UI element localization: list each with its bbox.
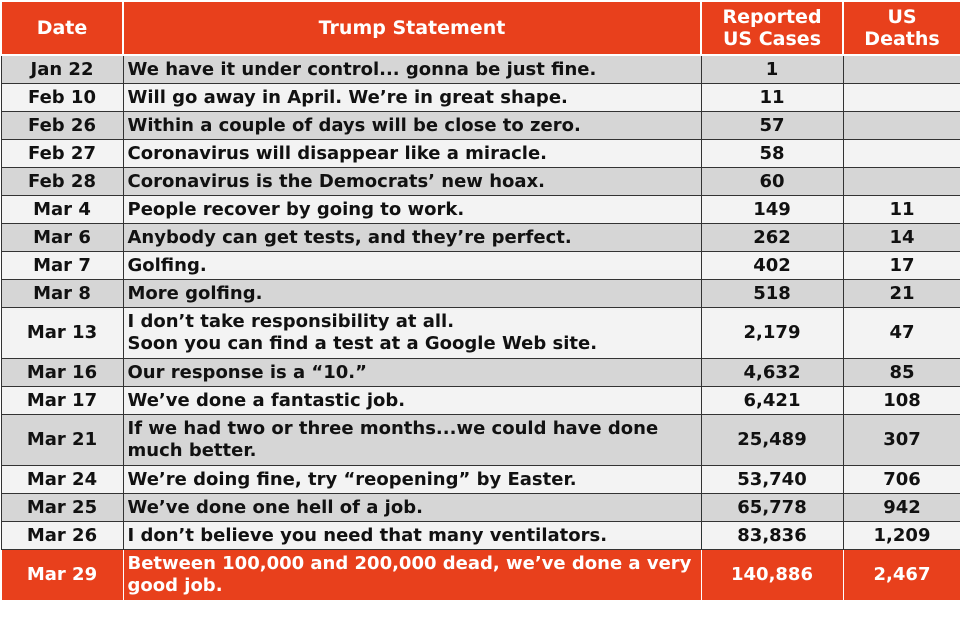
cases-cell: 11 — [700, 83, 844, 112]
table-row: Jan 22 We have it under control... gonna… — [0, 54, 960, 84]
table-row: Mar 4 People recover by going to work. 1… — [0, 195, 960, 224]
date-cell: Feb 10 — [0, 83, 124, 112]
statement-cell: Will go away in April. We’re in great sh… — [122, 83, 702, 112]
statement-cell: Within a couple of days will be close to… — [122, 111, 702, 140]
statement-line: Soon you can find a test at a Google Web… — [127, 333, 598, 354]
date-cell: Mar 25 — [0, 493, 124, 522]
statement-cell: I don’t take responsibility at all. Soon … — [122, 307, 702, 359]
cases-cell: 25,489 — [700, 414, 844, 466]
statement-line: I don’t take responsibility at all. — [127, 311, 455, 332]
date-header: Date — [0, 0, 124, 56]
cases-cell: 6,421 — [700, 386, 844, 415]
date-cell: Mar 26 — [0, 521, 124, 550]
date-cell: Mar 8 — [0, 279, 124, 308]
table-row: Mar 16 Our response is a “10.” 4,632 85 — [0, 358, 960, 387]
table-row: Mar 26 I don’t believe you need that man… — [0, 521, 960, 550]
deaths-cell — [842, 83, 960, 112]
statement-cell: We’ve done one hell of a job. — [122, 493, 702, 522]
deaths-cell: 47 — [842, 307, 960, 359]
cases-cell: 57 — [700, 111, 844, 140]
cases-cell: 2,179 — [700, 307, 844, 359]
table-row: Mar 24 We’re doing fine, try “reopening”… — [0, 465, 960, 494]
deaths-cell: 17 — [842, 251, 960, 280]
statement-cell: Coronavirus is the Democrats’ new hoax. — [122, 167, 702, 196]
cases-cell: 1 — [700, 54, 844, 84]
statement-cell: If we had two or three months...we could… — [122, 414, 702, 466]
cases-cell: 83,836 — [700, 521, 844, 550]
statement-cell: More golfing. — [122, 279, 702, 308]
deaths-cell: 85 — [842, 358, 960, 387]
deaths-cell: 706 — [842, 465, 960, 494]
cases-cell: 58 — [700, 139, 844, 168]
cases-cell: 53,740 — [700, 465, 844, 494]
cases-cell: 402 — [700, 251, 844, 280]
deaths-cell — [842, 167, 960, 196]
date-cell: Mar 7 — [0, 251, 124, 280]
cases-cell: 60 — [700, 167, 844, 196]
deaths-cell — [842, 111, 960, 140]
deaths-cell — [842, 54, 960, 84]
table-row: Feb 27 Coronavirus will disappear like a… — [0, 139, 960, 168]
table-row: Mar 25 We’ve done one hell of a job. 65,… — [0, 493, 960, 522]
statements-table: Date Trump Statement Reported US Cases US… — [0, 0, 960, 601]
date-cell: Mar 4 — [0, 195, 124, 224]
deaths-cell: 2,467 — [842, 549, 960, 601]
table-row: Mar 8 More golfing. 518 21 — [0, 279, 960, 308]
deaths-cell: 108 — [842, 386, 960, 415]
date-cell: Feb 27 — [0, 139, 124, 168]
date-cell: Mar 24 — [0, 465, 124, 494]
table-row: Feb 10 Will go away in April. We’re in g… — [0, 83, 960, 112]
table-row: Feb 26 Within a couple of days will be c… — [0, 111, 960, 140]
statement-cell: We have it under control... gonna be jus… — [122, 54, 702, 84]
table-row: Feb 28 Coronavirus is the Democrats’ new… — [0, 167, 960, 196]
date-cell: Feb 26 — [0, 111, 124, 140]
date-cell: Mar 21 — [0, 414, 124, 466]
date-cell: Mar 16 — [0, 358, 124, 387]
deaths-cell: 11 — [842, 195, 960, 224]
statement-cell: People recover by going to work. — [122, 195, 702, 224]
cases-header: Reported US Cases — [700, 0, 844, 56]
statement-cell: Anybody can get tests, and they’re perfe… — [122, 223, 702, 252]
statement-cell: I don’t believe you need that many venti… — [122, 521, 702, 550]
statement-cell: Golfing. — [122, 251, 702, 280]
cases-cell: 262 — [700, 223, 844, 252]
cases-cell: 518 — [700, 279, 844, 308]
table-row: Mar 6 Anybody can get tests, and they’re… — [0, 223, 960, 252]
table-row: Mar 13 I don’t take responsibility at al… — [0, 307, 960, 359]
table-row: Mar 17 We’ve done a fantastic job. 6,421… — [0, 386, 960, 415]
deaths-cell: 307 — [842, 414, 960, 466]
date-cell: Jan 22 — [0, 54, 124, 84]
cases-cell: 4,632 — [700, 358, 844, 387]
deaths-cell — [842, 139, 960, 168]
deaths-cell: 1,209 — [842, 521, 960, 550]
table-row: Mar 7 Golfing. 402 17 — [0, 251, 960, 280]
highlight-row: Mar 29 Between 100,000 and 200,000 dead,… — [0, 549, 960, 601]
deaths-cell: 14 — [842, 223, 960, 252]
cases-cell: 149 — [700, 195, 844, 224]
date-cell: Mar 29 — [0, 549, 124, 601]
date-cell: Feb 28 — [0, 167, 124, 196]
header-row: Date Trump Statement Reported US Cases US… — [0, 0, 960, 56]
statement-cell: Coronavirus will disappear like a miracl… — [122, 139, 702, 168]
statement-cell: We’ve done a fantastic job. — [122, 386, 702, 415]
statement-header: Trump Statement — [122, 0, 702, 56]
statement-cell: Between 100,000 and 200,000 dead, we’ve … — [122, 549, 702, 601]
date-cell: Mar 17 — [0, 386, 124, 415]
date-cell: Mar 6 — [0, 223, 124, 252]
cases-cell: 65,778 — [700, 493, 844, 522]
table-row: Mar 21 If we had two or three months...w… — [0, 414, 960, 466]
deaths-cell: 942 — [842, 493, 960, 522]
statement-cell: We’re doing fine, try “reopening” by Eas… — [122, 465, 702, 494]
statement-cell: Our response is a “10.” — [122, 358, 702, 387]
cases-cell: 140,886 — [700, 549, 844, 601]
deaths-cell: 21 — [842, 279, 960, 308]
deaths-header: US Deaths — [842, 0, 960, 56]
date-cell: Mar 13 — [0, 307, 124, 359]
